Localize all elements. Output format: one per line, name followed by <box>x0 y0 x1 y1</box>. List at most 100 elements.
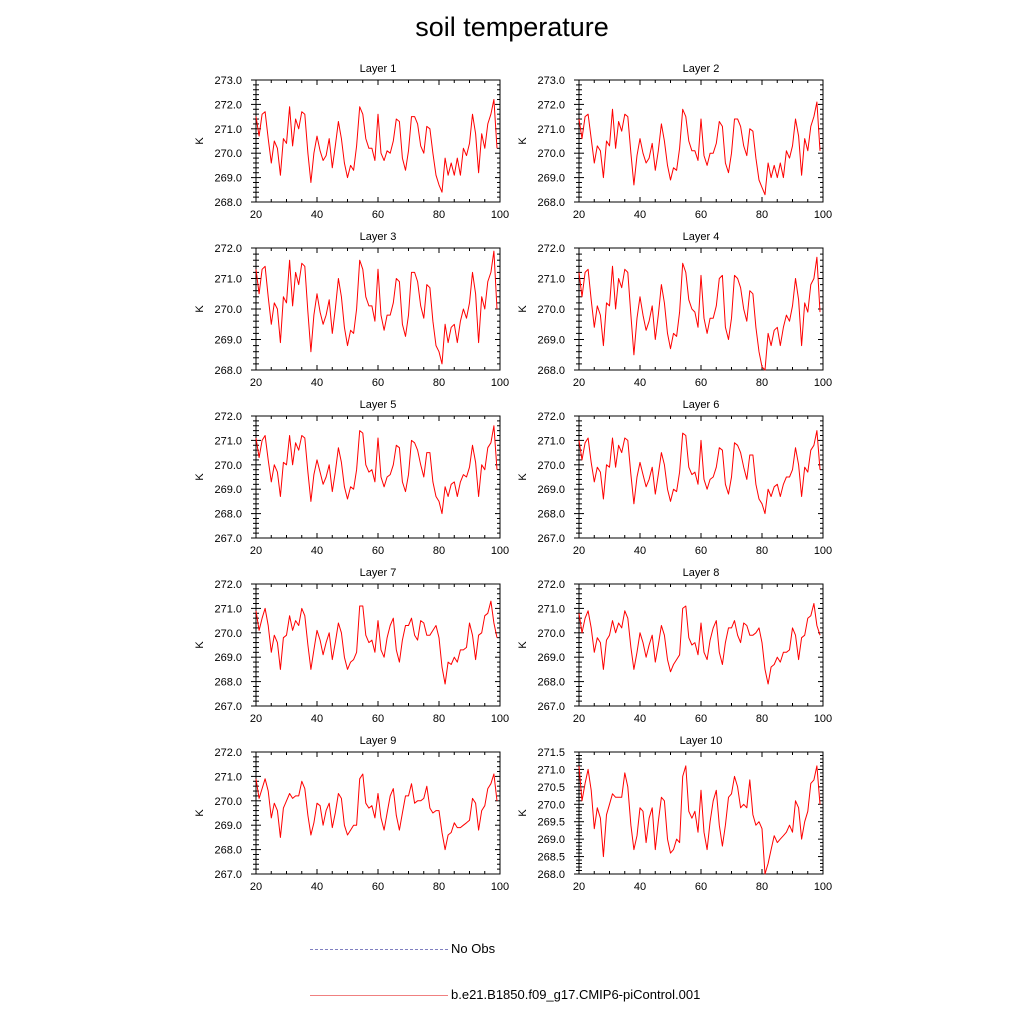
plot-frame <box>578 751 824 875</box>
y-tick-label: 267.0 <box>537 533 565 545</box>
y-tick-label: 268.5 <box>537 852 565 864</box>
y-tick-label: 273.0 <box>214 75 242 87</box>
y-tick-label: 272.0 <box>537 243 565 255</box>
x-tick-label: 20 <box>573 377 585 389</box>
panel-title: Layer 4 <box>683 231 720 243</box>
x-tick-label: 100 <box>814 713 832 725</box>
legend-swatch-obs <box>310 949 448 950</box>
x-tick-label: 20 <box>573 881 585 893</box>
x-tick-label: 60 <box>695 209 707 221</box>
y-tick-label: 268.0 <box>214 509 242 521</box>
series-line <box>255 773 498 851</box>
y-tick-label: 269.0 <box>537 834 565 846</box>
y-tick-label: 271.0 <box>214 771 242 783</box>
panel-title: Layer 3 <box>360 231 397 243</box>
plot-grid: Layer 1 K 20 40 60 80 100 268.0 269.0 270.0 271.0 2… <box>194 63 832 893</box>
y-tick-label: 268.0 <box>214 845 242 857</box>
panel-title: Layer 2 <box>683 63 720 75</box>
x-tick-label: 80 <box>756 377 768 389</box>
panel-title: Layer 8 <box>683 567 720 579</box>
x-tick-label: 60 <box>695 881 707 893</box>
x-tick-label: 20 <box>573 545 585 557</box>
y-tick-label: 272.0 <box>537 99 565 111</box>
y-tick-label: 272.0 <box>214 243 242 255</box>
x-tick-label: 80 <box>433 209 445 221</box>
y-tick-label: 269.0 <box>537 173 565 185</box>
y-tick-label: 270.0 <box>214 304 242 316</box>
x-tick-label: 20 <box>250 881 262 893</box>
x-tick-label: 100 <box>491 377 509 389</box>
panel-layer-7: Layer 7 K 20 40 60 80 100 267.0 268.0 269.0 270.0 2… <box>194 567 509 725</box>
x-tick-label: 40 <box>634 377 646 389</box>
y-tick-label: 269.0 <box>214 820 242 832</box>
y-axis-label: K <box>194 641 206 649</box>
x-tick-label: 60 <box>695 713 707 725</box>
x-tick-label: 80 <box>756 713 768 725</box>
y-tick-label: 270.0 <box>537 148 565 160</box>
x-tick-label: 80 <box>433 377 445 389</box>
panel-layer-6: Layer 6 K 20 40 60 80 100 267.0 268.0 269.0 270.0 2… <box>517 399 832 557</box>
panel-title: Layer 5 <box>360 399 397 411</box>
y-tick-label: 269.0 <box>214 173 242 185</box>
y-tick-label: 270.0 <box>537 628 565 640</box>
panel-title: Layer 6 <box>683 399 720 411</box>
x-tick-label: 20 <box>250 713 262 725</box>
x-tick-label: 100 <box>491 545 509 557</box>
y-tick-label: 270.0 <box>537 799 565 811</box>
x-tick-label: 60 <box>372 545 384 557</box>
y-tick-label: 269.0 <box>214 484 242 496</box>
y-axis-label: K <box>517 809 529 817</box>
series-line <box>255 99 498 193</box>
panel-layer-3: Layer 3 K 20 40 60 80 100 268.0 269.0 270.0 271.0 2… <box>194 231 509 389</box>
x-tick-label: 20 <box>250 209 262 221</box>
series-line <box>578 430 821 515</box>
panel-layer-2: Layer 2 K 20 40 60 80 100 268.0 269.0 270.0 271.0 2… <box>517 63 832 221</box>
panel-layer-1: Layer 1 K 20 40 60 80 100 268.0 269.0 270.0 271.0 2… <box>194 63 509 221</box>
x-tick-label: 80 <box>433 881 445 893</box>
y-tick-label: 272.0 <box>214 747 242 759</box>
panel-layer-10: Layer 10 K 20 40 60 80 100 268.0 268.5 269.0 269.5… <box>517 735 832 893</box>
x-tick-label: 20 <box>250 377 262 389</box>
y-tick-label: 271.0 <box>537 124 565 136</box>
x-tick-label: 100 <box>491 713 509 725</box>
x-tick-label: 20 <box>573 713 585 725</box>
y-tick-label: 272.0 <box>537 579 565 591</box>
legend-label-model: b.e21.B1850.f09_g17.CMIP6-piControl.001 <box>451 987 701 1002</box>
x-tick-label: 20 <box>250 545 262 557</box>
series-line <box>578 603 821 685</box>
y-tick-label: 270.0 <box>214 148 242 160</box>
y-axis-label: K <box>517 641 529 649</box>
x-tick-label: 80 <box>433 545 445 557</box>
x-tick-label: 40 <box>634 545 646 557</box>
chart-title: soil temperature <box>415 12 609 42</box>
x-tick-label: 100 <box>491 209 509 221</box>
legend-entry-model: b.e21.B1850.f09_g17.CMIP6-piControl.001 <box>310 986 810 1006</box>
y-tick-label: 272.0 <box>214 99 242 111</box>
x-tick-label: 40 <box>311 713 323 725</box>
y-tick-label: 273.0 <box>537 75 565 87</box>
y-tick-label: 269.5 <box>537 817 565 829</box>
y-tick-label: 267.0 <box>214 701 242 713</box>
x-tick-label: 100 <box>491 881 509 893</box>
y-axis-label: K <box>194 473 206 481</box>
y-tick-label: 269.0 <box>537 484 565 496</box>
y-tick-label: 267.0 <box>214 533 242 545</box>
x-tick-label: 60 <box>695 377 707 389</box>
y-tick-label: 271.0 <box>537 274 565 286</box>
series-line <box>578 256 821 371</box>
y-tick-label: 272.0 <box>214 411 242 423</box>
y-axis-label: K <box>517 137 529 145</box>
x-tick-label: 80 <box>756 209 768 221</box>
y-tick-label: 268.0 <box>537 197 565 209</box>
y-tick-label: 271.0 <box>537 603 565 615</box>
plot-frame <box>255 415 501 539</box>
y-tick-label: 270.0 <box>537 304 565 316</box>
panel-layer-4: Layer 4 K 20 40 60 80 100 268.0 269.0 270.0 271.0 2… <box>517 231 832 389</box>
x-tick-label: 40 <box>634 209 646 221</box>
legend-entry-obs: No Obs <box>310 940 810 960</box>
x-tick-label: 60 <box>695 545 707 557</box>
y-tick-label: 270.5 <box>537 782 565 794</box>
y-tick-label: 271.0 <box>214 274 242 286</box>
panel-title: Layer 10 <box>680 735 723 747</box>
x-tick-label: 40 <box>311 545 323 557</box>
